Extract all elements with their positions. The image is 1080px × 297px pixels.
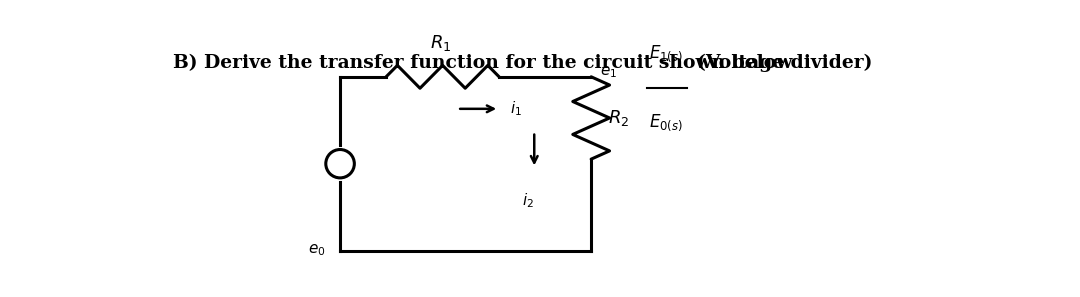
Text: $E_{0(s)}$: $E_{0(s)}$ <box>649 112 684 133</box>
Text: B) Derive the transfer function for the circuit shown below: B) Derive the transfer function for the … <box>173 54 792 72</box>
Text: $i_2$: $i_2$ <box>523 191 535 210</box>
Text: $e_0$: $e_0$ <box>308 243 326 258</box>
Text: (Voltage divider): (Voltage divider) <box>698 54 873 72</box>
Text: $i_1$: $i_1$ <box>510 99 522 118</box>
Text: $E_{1(s)}$: $E_{1(s)}$ <box>649 44 684 64</box>
Text: $R_2$: $R_2$ <box>608 108 630 128</box>
Text: $e_1$: $e_1$ <box>599 64 617 80</box>
Text: $R_1$: $R_1$ <box>430 32 451 53</box>
